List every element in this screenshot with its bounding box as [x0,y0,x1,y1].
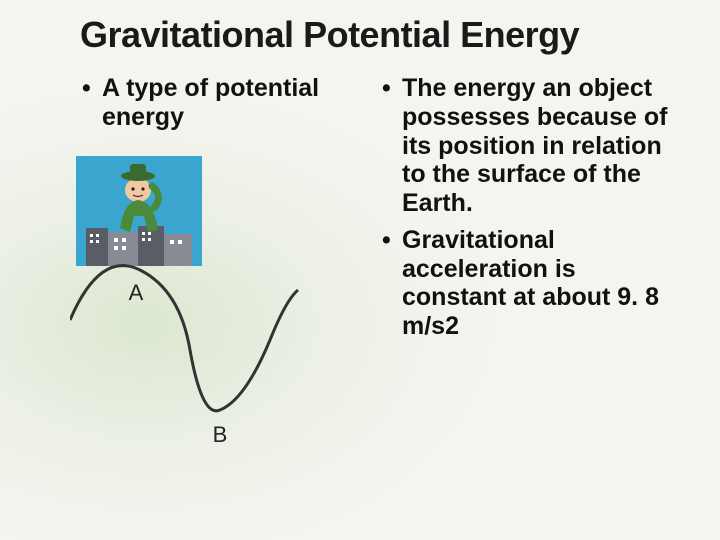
label-a: A [129,280,144,305]
right-column: The energy an object possesses because o… [380,74,680,450]
hill-figure: A B [70,150,300,450]
hill-illustration: A B [70,150,300,450]
content-columns: A type of potential energy [80,74,690,450]
slide: Gravitational Potential Energy A type of… [0,0,720,540]
left-bullets: A type of potential energy [80,74,360,132]
bullet-item: Gravitational acceleration is constant a… [380,226,680,341]
left-column: A type of potential energy [80,74,360,450]
slide-title: Gravitational Potential Energy [80,14,690,56]
bullet-item: A type of potential energy [80,74,360,132]
hill-curve [70,265,298,410]
right-bullets: The energy an object possesses because o… [380,74,680,341]
bullet-item: The energy an object possesses because o… [380,74,680,218]
label-b: B [213,422,228,447]
